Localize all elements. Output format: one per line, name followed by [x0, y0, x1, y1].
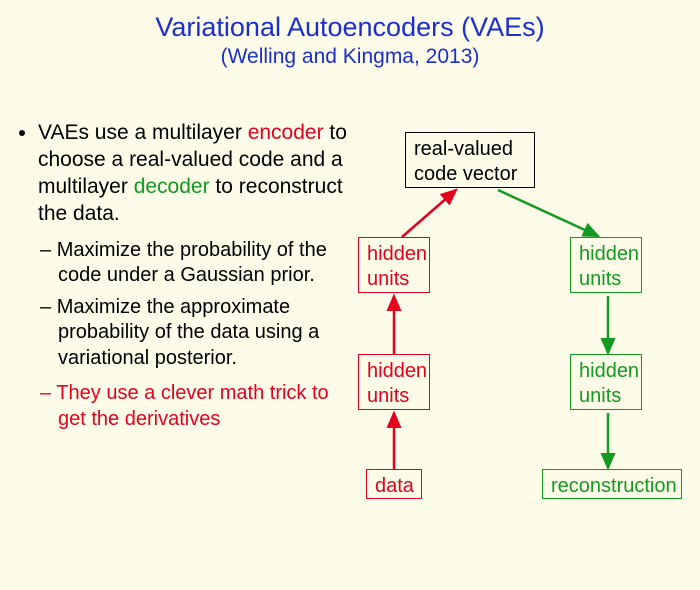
bullet-sub1: Maximize the probability of the code und…	[58, 238, 350, 289]
page-subtitle: (Welling and Kingma, 2013)	[0, 45, 700, 69]
edge-hiddenL1-code	[402, 190, 456, 237]
page-title: Variational Autoencoders (VAEs)	[0, 12, 700, 43]
word-decoder: decoder	[134, 175, 210, 198]
node-data: data	[366, 469, 422, 499]
vae-diagram: real-valued code vector hidden units hidde…	[350, 132, 695, 572]
node-hiddenL2: hidden units	[358, 354, 430, 410]
node-hiddenL1: hidden units	[358, 237, 430, 293]
word-encoder: encoder	[248, 121, 324, 144]
bullet-content: VAEs use a multilayer encoder to choose …	[10, 120, 350, 433]
bullet-sub2: Maximize the approximate probability of …	[58, 295, 350, 372]
node-code: real-valued code vector	[405, 132, 535, 188]
bullet-subnote: They use a clever math trick to get the …	[58, 381, 350, 432]
text-pre: VAEs use a multilayer	[38, 121, 248, 144]
edge-code-hiddenR1	[498, 190, 598, 236]
node-recon: reconstruction	[542, 469, 682, 499]
diagram-arrows	[350, 132, 695, 572]
node-hiddenR1: hidden units	[570, 237, 642, 293]
node-hiddenR2: hidden units	[570, 354, 642, 410]
bullet-main: VAEs use a multilayer encoder to choose …	[38, 120, 350, 433]
